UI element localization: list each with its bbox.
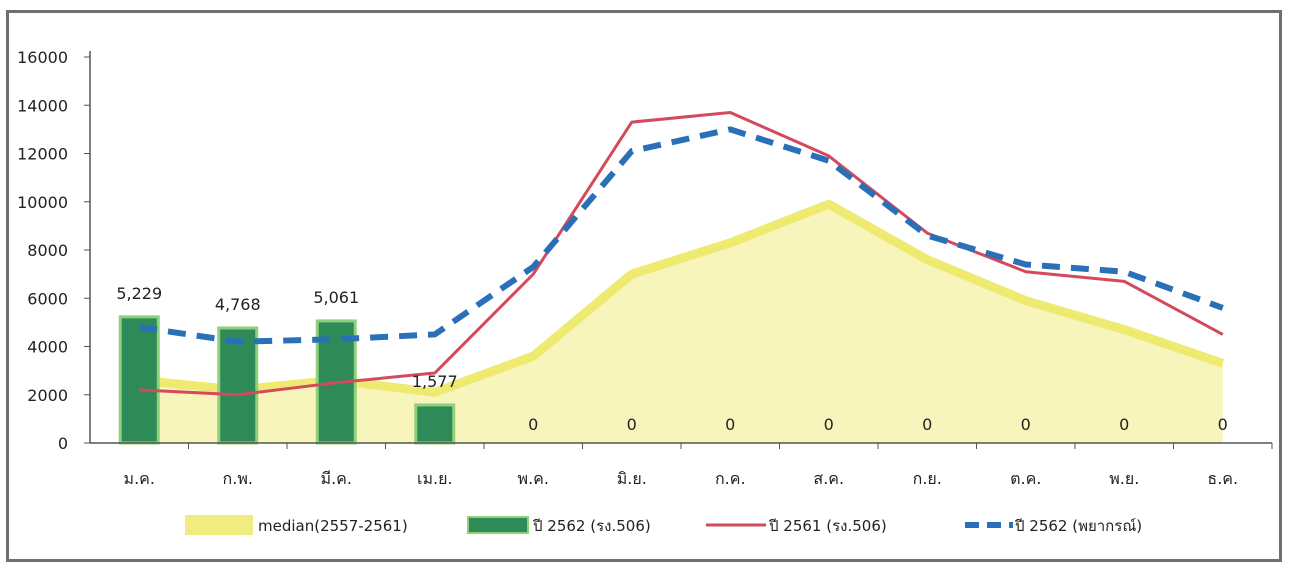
bar-4 (414, 403, 456, 445)
x-tick-label-9: ก.ย. (913, 469, 942, 488)
y-tick-label-3: 4000 (27, 338, 68, 357)
bar-data-label-3: 5,061 (313, 288, 359, 307)
chart-frame (6, 10, 1282, 562)
bar-data-label-1: 5,229 (116, 284, 162, 303)
y-tick-label-9: 16000 (17, 48, 68, 67)
bar-data-label-10: 0 (1021, 415, 1031, 434)
axes-layer: 0 2000 4000 6000 8000 10000 12000 14000 16000 ม.ค… (17, 48, 1273, 488)
x-tick-label-11: พ.ย. (1109, 469, 1139, 488)
y-tick-label-7: 12000 (17, 145, 68, 164)
x-tick-label-10: ต.ค. (1010, 469, 1041, 488)
legend-swatch-median (185, 515, 253, 535)
bar-data-label-8: 0 (824, 415, 834, 434)
bar-data-label-12: 0 (1218, 415, 1228, 434)
y-tick-label-1: 0 (58, 434, 68, 453)
y-tick-label-2: 2000 (27, 386, 68, 405)
bar-data-label-2: 4,768 (215, 295, 261, 314)
legend-label-3: ปี 2561 (รง.506) (768, 517, 887, 535)
legend-label-4: ปี 2562 (พยากรณ์) (1014, 517, 1142, 535)
line-2561 (139, 110, 1224, 397)
bar-data-label-5: 0 (528, 415, 538, 434)
legend-swatch-bar (467, 516, 529, 534)
x-tick-label-12: ธ.ค. (1207, 469, 1238, 488)
bar-layer (118, 315, 456, 445)
x-tick-label-6: มิ.ย. (617, 469, 647, 488)
line-layer (138, 110, 1224, 397)
bar-data-label-4: 1,577 (412, 372, 458, 391)
bar-1 (118, 315, 160, 445)
bar-data-label-11: 0 (1119, 415, 1129, 434)
bar-data-label-7: 0 (725, 415, 735, 434)
bar-data-label-9: 0 (922, 415, 932, 434)
x-tick-label-4: เม.ย. (417, 469, 453, 488)
y-tick-label-6: 10000 (17, 193, 68, 212)
x-tick-label-7: ก.ค. (715, 469, 746, 488)
y-tick-label-4: 6000 (27, 289, 68, 308)
y-tick-label-5: 8000 (27, 241, 68, 260)
median-area-layer (138, 199, 1225, 443)
line-2562-forecast (138, 126, 1224, 345)
legend-label-1: median(2557-2561) (258, 517, 408, 535)
x-tick-label-5: พ.ค. (518, 469, 549, 488)
data-label-layer: 5,229 4,768 5,061 1,577 0 0 0 0 0 0 0 0 (116, 284, 1228, 434)
x-tick-label-8: ส.ค. (813, 469, 844, 488)
x-tick-label-3: มี.ค. (321, 469, 352, 488)
y-tick-label-8: 14000 (17, 96, 68, 115)
legend: median(2557-2561) ปี 2562 (รง.506) ปี 2561… (185, 515, 1142, 535)
bar-2 (217, 326, 259, 445)
x-tick-label-2: ก.พ. (223, 469, 253, 488)
median-area-fill (139, 204, 1223, 443)
x-tick-label-1: ม.ค. (124, 469, 155, 488)
bar-data-label-6: 0 (627, 415, 637, 434)
legend-label-2: ปี 2562 (รง.506) (532, 517, 651, 535)
